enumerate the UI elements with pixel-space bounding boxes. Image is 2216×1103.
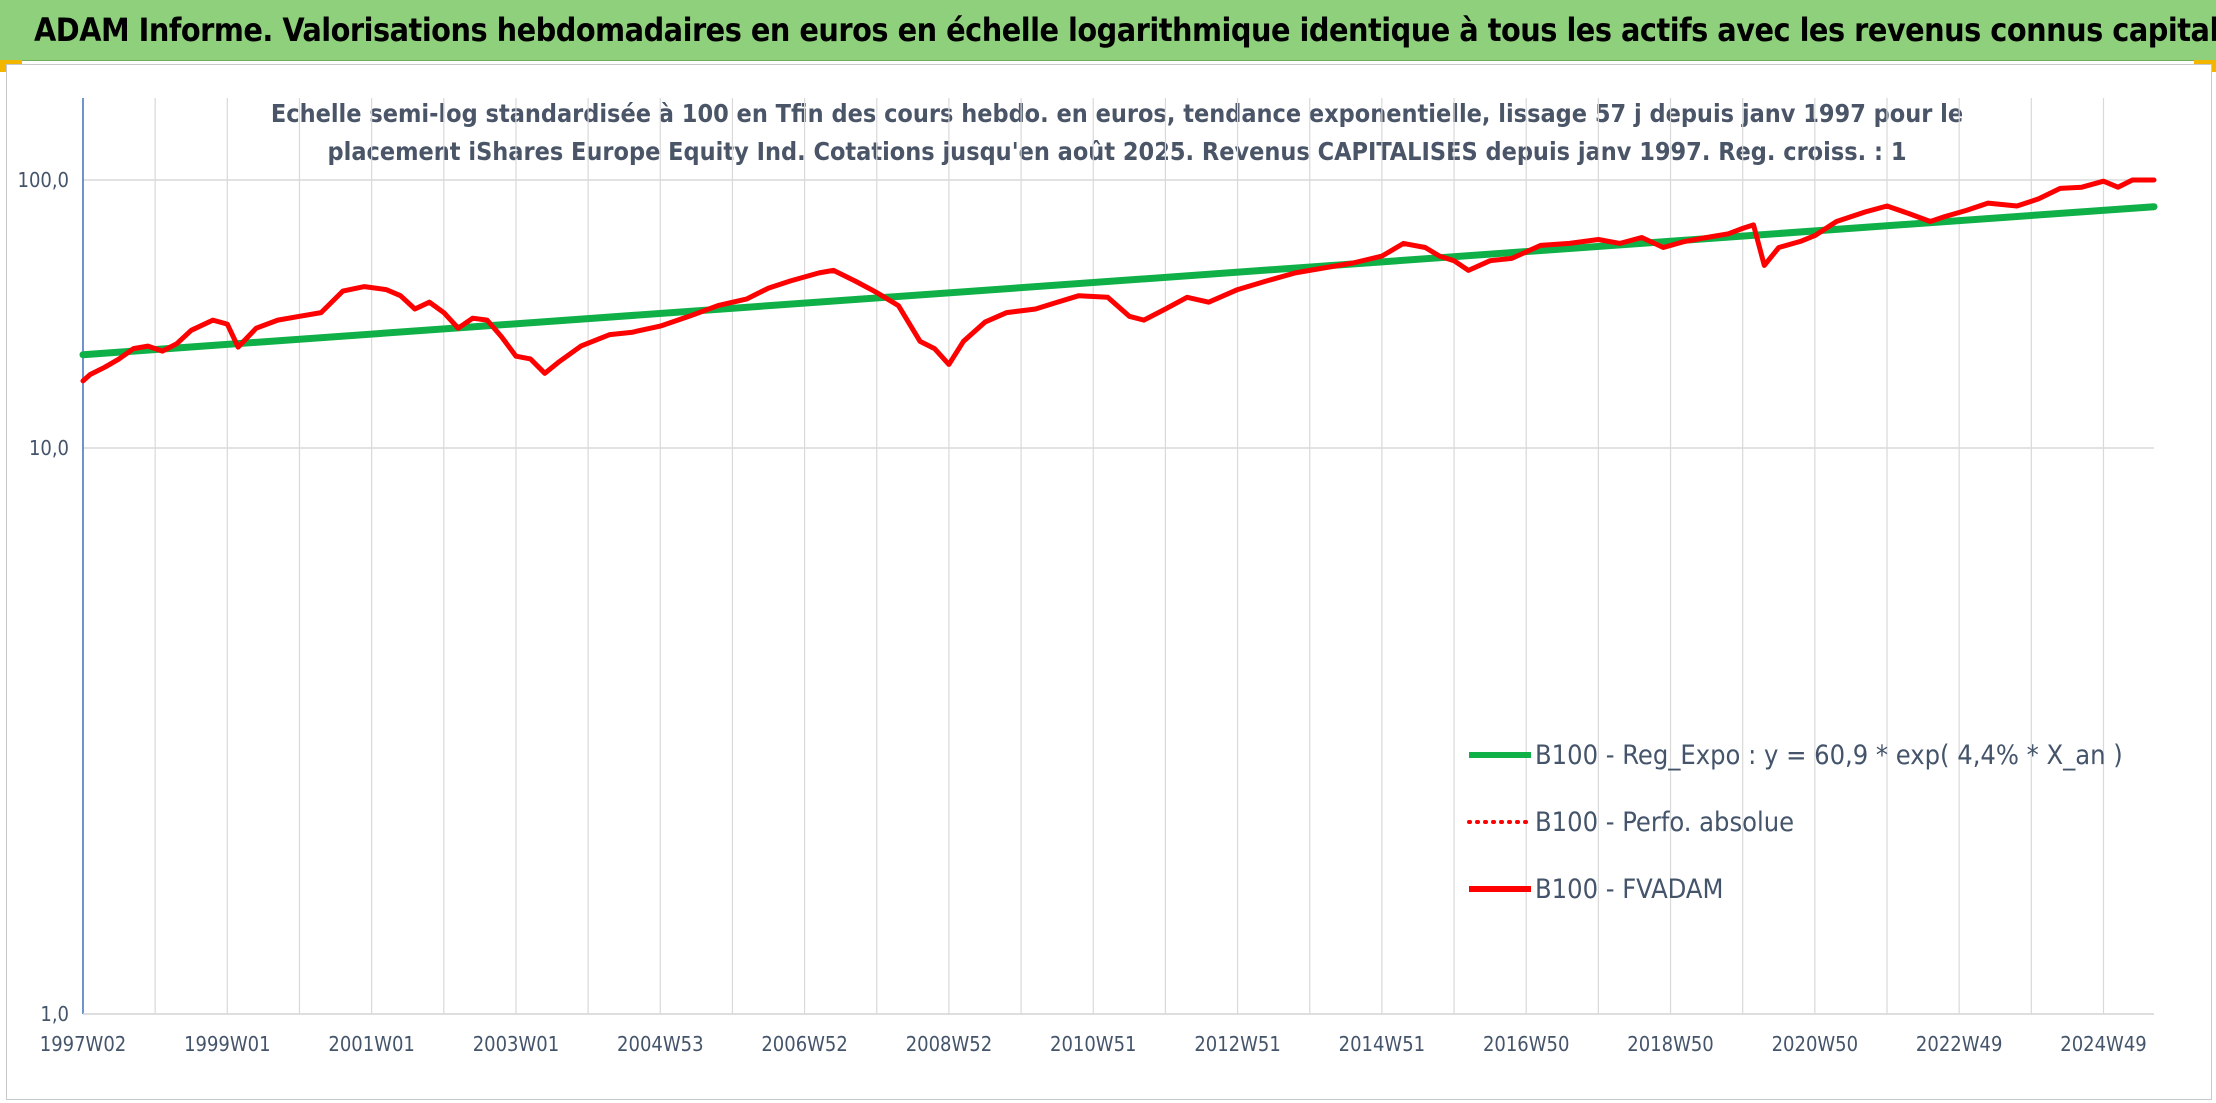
x-tick-label: 2018W50 (1627, 1032, 1713, 1056)
chart-title: Echelle semi-log standardisée à 100 en T… (271, 99, 1963, 166)
series (79, 177, 2158, 384)
x-tick-label: 2006W52 (761, 1032, 847, 1056)
header-bar: ADAM Informe. Valorisations hebdomadaire… (0, 0, 2216, 61)
trend-line (79, 203, 2158, 359)
y-tick-label: 1,0 (40, 1002, 69, 1026)
x-tick-label: 2016W50 (1483, 1032, 1569, 1056)
gridlines (82, 98, 2154, 1015)
x-tick-label: 1999W01 (184, 1032, 270, 1056)
legend-label: B100 - FVADAM (1535, 874, 1724, 905)
chart-title-line-1: Echelle semi-log standardisée à 100 en T… (271, 99, 1963, 128)
chart-title-line-2: placement iShares Europe Equity Ind. Cot… (328, 137, 1907, 166)
tick-labels: 1,0 10,0 100,0 1997W02 1999W01 2001W01 2003W01… (18, 168, 2147, 1056)
x-tick-label: 1997W02 (40, 1032, 126, 1056)
y-tick-label: 10,0 (29, 436, 69, 460)
x-tick-label: 2003W01 (473, 1032, 559, 1056)
chart-area: Echelle semi-log standardisée à 100 en T… (6, 64, 2212, 1100)
x-tick-label: 2012W51 (1194, 1032, 1280, 1056)
x-tick-label: 2008W52 (906, 1032, 992, 1056)
legend-label: B100 - Reg_Expo : y = 60,9 * exp( 4,4% *… (1535, 740, 2123, 771)
x-tick-label: 2004W53 (617, 1032, 703, 1056)
chart-svg: Echelle semi-log standardisée à 100 en T… (18, 98, 2158, 1056)
legend: B100 - Reg_Expo : y = 60,9 * exp( 4,4% *… (1467, 740, 2123, 905)
page-title: ADAM Informe. Valorisations hebdomadaire… (34, 11, 2216, 49)
x-tick-label: 2024W49 (2060, 1032, 2146, 1056)
x-tick-label: 2020W50 (1772, 1032, 1858, 1056)
x-tick-label: 2022W49 (1916, 1032, 2002, 1056)
x-tick-label: 2010W51 (1050, 1032, 1136, 1056)
x-tick-label: 2001W01 (328, 1032, 414, 1056)
legend-label: B100 - Perfo. absolue (1535, 807, 1794, 838)
axes (82, 98, 2154, 1015)
x-tick-label: 2014W51 (1339, 1032, 1425, 1056)
price-line (80, 177, 2157, 384)
y-tick-label: 100,0 (18, 168, 70, 192)
